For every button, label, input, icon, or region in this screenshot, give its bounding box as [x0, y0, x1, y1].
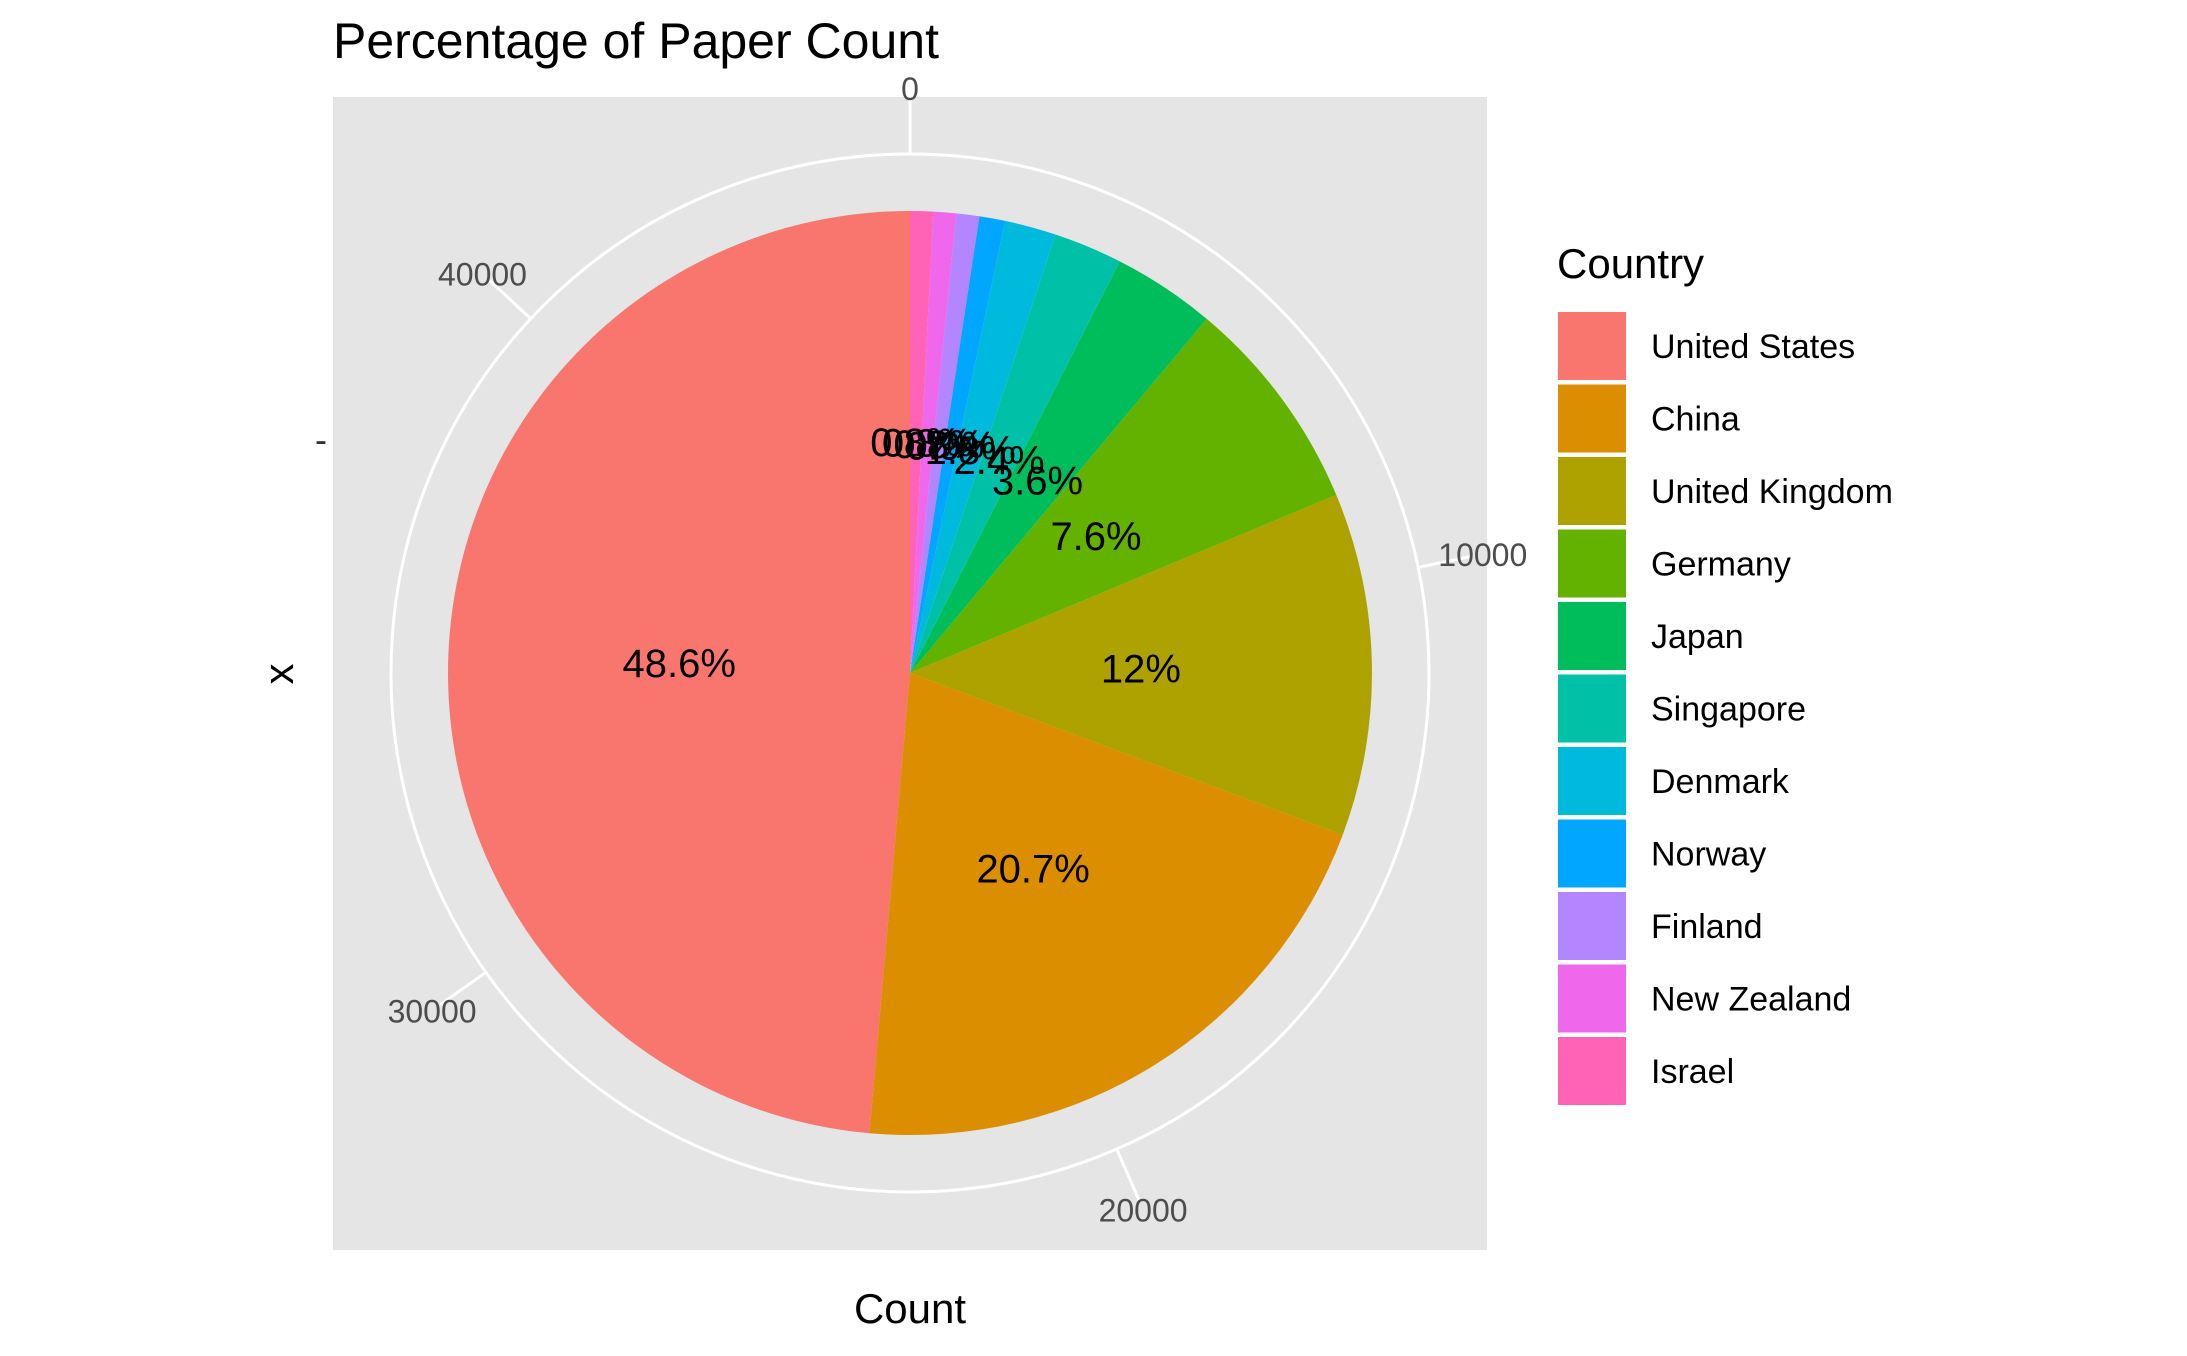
legend-swatch [1556, 455, 1628, 527]
legend-swatch [1556, 527, 1628, 600]
legend-items: United States China United Kingdom Germany J… [1556, 310, 1893, 1107]
legend-label: United States [1651, 328, 1855, 366]
legend-label: Singapore [1651, 691, 1806, 729]
legend-swatch [1556, 310, 1628, 382]
pie-slice [910, 318, 1337, 673]
radial-tick-label: 30000 [388, 993, 477, 1029]
legend-label: Japan [1651, 618, 1744, 656]
pie-slice [910, 261, 1207, 673]
slice-label: 0.8% [870, 421, 961, 465]
x-axis-title: Count [854, 1285, 966, 1332]
grid-tick-line [439, 971, 487, 1006]
slice-label: 0.9% [906, 425, 997, 469]
y-axis-tick-label: - [315, 419, 327, 460]
slice-label: 1.8% [925, 429, 1016, 473]
y-axis-title: x [255, 664, 302, 685]
chart-title: Percentage of Paper Count [333, 13, 939, 69]
grid-tick-line [488, 279, 532, 320]
slice-label: 12% [1101, 648, 1181, 692]
legend-swatch [1556, 890, 1628, 962]
legend: Country United States China United Kingdom… [1556, 240, 1893, 1107]
legend-label: Finland [1651, 908, 1763, 946]
legend-label: Israel [1651, 1053, 1734, 1091]
slice-label: 2.4% [953, 439, 1044, 483]
pie-slice [910, 211, 934, 673]
legend-label: New Zealand [1651, 981, 1851, 1019]
slice-labels-layer: 48.6% 20.7% 12% 7.6% 3.6%2.4%1.8%0.9%0.8%0.8… [623, 421, 1181, 891]
slice-label: 0.8% [882, 422, 973, 466]
legend-swatch [1556, 745, 1628, 817]
legend-swatch [1556, 817, 1628, 890]
slices-layer [447, 211, 1372, 1135]
legend-swatch [1556, 382, 1628, 455]
grid-tick-line [1115, 1148, 1141, 1201]
pie-slice [910, 234, 1120, 673]
slice-label: 3.6% [992, 459, 1083, 503]
radial-tick-label: 40000 [438, 257, 527, 293]
legend-swatch [1556, 600, 1628, 672]
pie-slice [910, 216, 1006, 673]
slice-label: 20.7% [976, 847, 1089, 891]
radial-tick-labels: 0 10000 20000 30000 40000 [388, 71, 1528, 1229]
radial-tick-label: 10000 [1438, 537, 1527, 573]
legend-swatch [1556, 672, 1628, 745]
pie-slice [869, 673, 1343, 1135]
legend-swatch [1556, 962, 1628, 1035]
radial-tick-label: 0 [901, 71, 919, 107]
slice-label: 0.8% [893, 423, 984, 467]
pie-slice [910, 494, 1372, 835]
legend-title: Country [1557, 240, 1704, 287]
grid-tick-line [1417, 554, 1474, 569]
legend-label: Norway [1651, 836, 1766, 874]
pie-slice [910, 211, 957, 673]
pie-slice [447, 211, 910, 1134]
legend-label: United Kingdom [1651, 473, 1893, 511]
grid-layer [389, 98, 1474, 1201]
pie-slice [910, 213, 980, 673]
radial-tick-label: 20000 [1099, 1193, 1188, 1229]
legend-label: Germany [1651, 546, 1791, 584]
slice-label: 48.6% [623, 642, 736, 686]
legend-label: China [1651, 401, 1740, 439]
slice-label: 7.6% [1050, 515, 1141, 559]
legend-label: Denmark [1651, 763, 1790, 801]
pie-slice [910, 220, 1056, 673]
legend-swatch [1556, 1035, 1628, 1107]
